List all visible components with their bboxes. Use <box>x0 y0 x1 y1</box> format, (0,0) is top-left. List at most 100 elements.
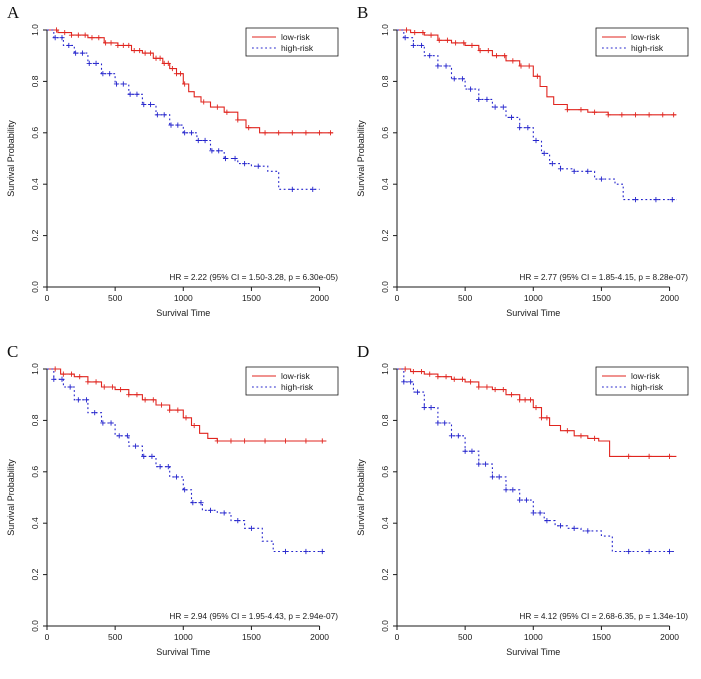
axes <box>393 29 671 291</box>
high-risk-curve <box>47 368 327 553</box>
svg-text:1500: 1500 <box>242 293 261 303</box>
km-plot-d: 0 500 1000 1500 2000 0.0 0.2 0.4 0.6 0.8 1.0 Surviv… <box>356 363 689 657</box>
svg-text:Survival Time: Survival Time <box>506 308 560 318</box>
tick-labels: 0 500 1000 1500 2000 0.0 0.2 0.4 0.6 0.8 1.0 <box>30 24 329 303</box>
svg-text:2000: 2000 <box>660 293 679 303</box>
low-risk-censor-marks <box>53 27 334 136</box>
svg-text:Survival Probability: Survival Probability <box>6 120 16 197</box>
axes <box>393 368 671 630</box>
svg-text:1.0: 1.0 <box>380 363 390 375</box>
svg-text:0.0: 0.0 <box>380 281 390 293</box>
svg-text:0.0: 0.0 <box>30 620 40 632</box>
high-risk-legend-label: high-risk <box>631 382 664 392</box>
km-panel-a: A 0 500 1000 1500 2000 0.0 0.2 0.4 0.6 0.8 1.0 Surv… <box>0 0 350 339</box>
axes <box>43 368 321 630</box>
svg-text:1500: 1500 <box>592 293 611 303</box>
high-risk-curve <box>47 29 320 190</box>
axis-titles: Survival Time Survival Probability <box>6 459 210 657</box>
svg-text:2000: 2000 <box>310 293 329 303</box>
svg-text:1500: 1500 <box>242 632 261 642</box>
hr-annotation: HR = 4.12 (95% CI = 2.68-6.35, p = 1.34e… <box>519 611 688 621</box>
km-panel-b: B 0 500 1000 1500 2000 0.0 0.2 0.4 0.6 0.8 1.0 Surv… <box>350 0 701 339</box>
panel-letter-a: A <box>7 3 20 22</box>
svg-text:0.2: 0.2 <box>30 568 40 580</box>
low-risk-legend-label: low-risk <box>631 371 661 381</box>
svg-text:0.8: 0.8 <box>380 75 390 87</box>
hr-annotation: HR = 2.77 (95% CI = 1.85-4.15, p = 8.28e… <box>519 272 688 282</box>
svg-text:Survival Time: Survival Time <box>156 647 210 657</box>
svg-text:0.4: 0.4 <box>380 178 390 190</box>
svg-text:500: 500 <box>458 632 472 642</box>
km-plot-c: 0 500 1000 1500 2000 0.0 0.2 0.4 0.6 0.8 1.0 Surviv… <box>6 363 339 657</box>
svg-text:500: 500 <box>108 632 122 642</box>
km-plot-b: 0 500 1000 1500 2000 0.0 0.2 0.4 0.6 0.8 1.0 Surviv… <box>356 24 689 318</box>
low-risk-legend-label: low-risk <box>631 32 661 42</box>
svg-text:Survival Probability: Survival Probability <box>356 459 366 536</box>
svg-text:0.8: 0.8 <box>30 75 40 87</box>
svg-text:0.8: 0.8 <box>380 414 390 426</box>
km-plot-a: 0 500 1000 1500 2000 0.0 0.2 0.4 0.6 0.8 1.0 Surviv… <box>6 24 339 318</box>
hr-annotation: HR = 2.94 (95% CI = 1.95-4.43, p = 2.94e… <box>169 611 338 621</box>
svg-text:1000: 1000 <box>524 632 543 642</box>
high-risk-censor-marks <box>401 379 673 555</box>
svg-text:0.2: 0.2 <box>380 229 390 241</box>
low-risk-curve <box>47 368 327 442</box>
axis-titles: Survival Time Survival Probability <box>356 120 560 318</box>
svg-text:0.0: 0.0 <box>380 620 390 632</box>
panel-letter-b: B <box>357 3 369 22</box>
svg-text:1000: 1000 <box>174 293 193 303</box>
svg-text:2000: 2000 <box>660 632 679 642</box>
high-risk-legend-label: high-risk <box>281 43 314 53</box>
low-risk-legend-label: low-risk <box>281 32 311 42</box>
high-risk-censor-marks <box>51 376 325 555</box>
tick-labels: 0 500 1000 1500 2000 0.0 0.2 0.4 0.6 0.8 1.0 <box>380 24 679 303</box>
low-risk-censor-marks <box>52 366 325 444</box>
svg-text:1.0: 1.0 <box>380 24 390 36</box>
svg-text:2000: 2000 <box>310 632 329 642</box>
high-risk-legend-label: high-risk <box>281 382 314 392</box>
km-panel-c: C 0 500 1000 1500 2000 0.0 0.2 0.4 0.6 0.8 1.0 Surv… <box>0 339 350 679</box>
svg-text:0: 0 <box>45 632 50 642</box>
hr-annotation: HR = 2.22 (95% CI = 1.50-3.28, p = 6.30e… <box>169 272 338 282</box>
svg-text:0.6: 0.6 <box>30 127 40 139</box>
panel-letter-d: D <box>357 342 370 361</box>
low-risk-legend-label: low-risk <box>281 371 311 381</box>
tick-labels: 0 500 1000 1500 2000 0.0 0.2 0.4 0.6 0.8 1.0 <box>380 363 679 642</box>
svg-text:0: 0 <box>395 632 400 642</box>
panel-letter-c: C <box>7 342 19 361</box>
low-risk-censor-marks <box>403 27 677 118</box>
svg-text:0.4: 0.4 <box>30 517 40 529</box>
svg-text:HR = 2.94 (95% CI = 1.95-4.43,: HR = 2.94 (95% CI = 1.95-4.43, p = 2.94e… <box>169 611 338 621</box>
svg-text:1.0: 1.0 <box>30 24 40 36</box>
svg-text:500: 500 <box>458 293 472 303</box>
svg-text:HR = 2.22 (95% CI = 1.50-3.28,: HR = 2.22 (95% CI = 1.50-3.28, p = 6.30e… <box>169 272 338 282</box>
svg-text:1.0: 1.0 <box>30 363 40 375</box>
svg-text:Survival Probability: Survival Probability <box>356 120 366 197</box>
svg-text:0: 0 <box>395 293 400 303</box>
svg-text:1000: 1000 <box>174 632 193 642</box>
axis-titles: Survival Time Survival Probability <box>356 459 560 657</box>
svg-text:HR = 4.12 (95% CI = 2.68-6.35,: HR = 4.12 (95% CI = 2.68-6.35, p = 1.34e… <box>519 611 688 621</box>
svg-text:0.6: 0.6 <box>30 466 40 478</box>
high-risk-legend-label: high-risk <box>631 43 664 53</box>
svg-text:1000: 1000 <box>524 293 543 303</box>
svg-text:1500: 1500 <box>592 632 611 642</box>
svg-text:HR = 2.77 (95% CI = 1.85-4.15,: HR = 2.77 (95% CI = 1.85-4.15, p = 8.28e… <box>519 272 688 282</box>
svg-text:0: 0 <box>45 293 50 303</box>
svg-text:Survival Probability: Survival Probability <box>6 459 16 536</box>
svg-text:0.0: 0.0 <box>30 281 40 293</box>
svg-text:0.6: 0.6 <box>380 127 390 139</box>
svg-text:0.8: 0.8 <box>30 414 40 426</box>
high-risk-censor-marks <box>52 35 316 192</box>
axis-titles: Survival Time Survival Probability <box>6 120 210 318</box>
km-panel-d: D 0 500 1000 1500 2000 0.0 0.2 0.4 0.6 0.8 1.0 Surv… <box>350 339 701 679</box>
svg-text:500: 500 <box>108 293 122 303</box>
tick-labels: 0 500 1000 1500 2000 0.0 0.2 0.4 0.6 0.8 1.0 <box>30 363 329 642</box>
axes <box>43 29 321 291</box>
svg-text:0.2: 0.2 <box>380 568 390 580</box>
svg-text:0.2: 0.2 <box>30 229 40 241</box>
